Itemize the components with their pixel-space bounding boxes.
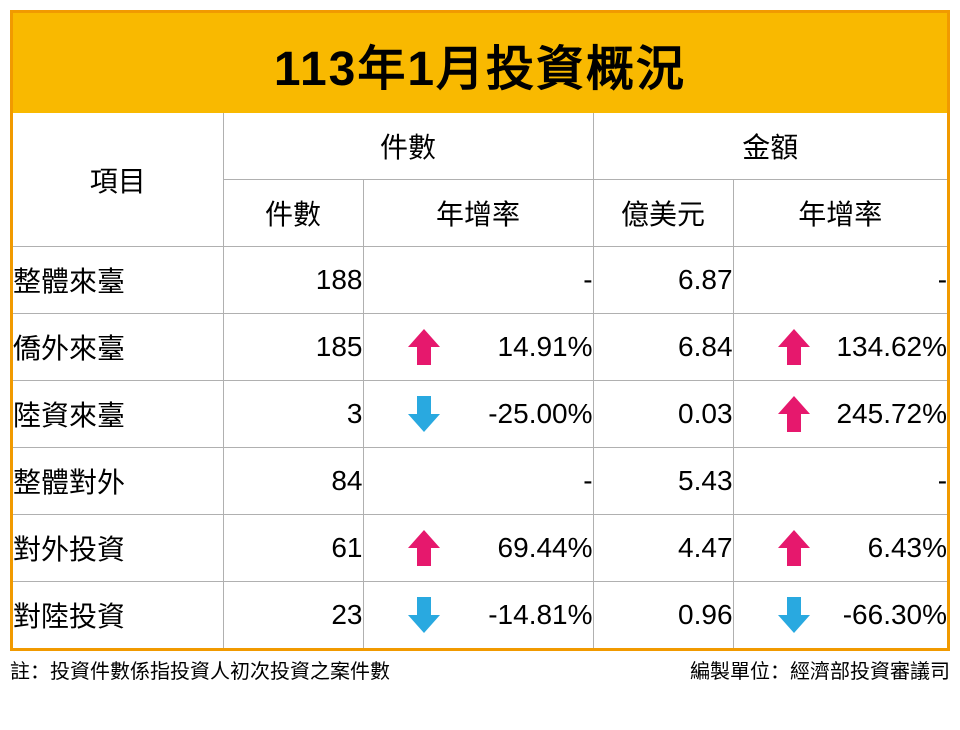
- title-bar: 113年1月投資概況: [13, 13, 947, 113]
- table-row: 對外投資6169.44%4.476.43%: [13, 515, 947, 582]
- row-count: 185: [223, 314, 363, 381]
- table-row: 僑外來臺18514.91%6.84134.62%: [13, 314, 947, 381]
- table-row: 對陸投資23-14.81%0.96-66.30%: [13, 582, 947, 649]
- footer-source: 編製單位：經濟部投資審議司: [690, 655, 950, 684]
- th-count: 件數: [223, 180, 363, 247]
- footer: 註：投資件數係指投資人初次投資之案件數 編製單位：經濟部投資審議司: [10, 655, 950, 684]
- rate-amount: -: [733, 448, 947, 515]
- report-frame: 113年1月投資概況 項目 件數 金額 件數 年增率 億美元 年增率 整體來臺1…: [10, 10, 950, 651]
- arrow-down-icon: [406, 394, 442, 434]
- report-title: 113年1月投資概況: [274, 43, 686, 96]
- row-count: 84: [223, 448, 363, 515]
- arrow-up-icon: [776, 394, 812, 434]
- row-label: 僑外來臺: [13, 314, 223, 381]
- rate-amount: -: [733, 247, 947, 314]
- row-count: 3: [223, 381, 363, 448]
- row-amount: 0.96: [593, 582, 733, 649]
- investment-table: 項目 件數 金額 件數 年增率 億美元 年增率 整體來臺188-6.87-僑外來…: [13, 113, 947, 648]
- rate-amount: 6.43%: [733, 515, 947, 582]
- row-count: 61: [223, 515, 363, 582]
- arrow-up-icon: [776, 528, 812, 568]
- row-amount: 0.03: [593, 381, 733, 448]
- table-row: 整體對外84-5.43-: [13, 448, 947, 515]
- row-label: 整體來臺: [13, 247, 223, 314]
- th-amount-group: 金額: [593, 113, 947, 180]
- th-count-group: 件數: [223, 113, 593, 180]
- table-row: 陸資來臺3-25.00%0.03245.72%: [13, 381, 947, 448]
- rate-amount: 245.72%: [733, 381, 947, 448]
- arrow-up-icon: [406, 327, 442, 367]
- row-amount: 6.84: [593, 314, 733, 381]
- th-count-rate: 年增率: [363, 180, 593, 247]
- rate-count: 14.91%: [363, 314, 593, 381]
- row-amount: 5.43: [593, 448, 733, 515]
- th-item: 項目: [13, 113, 223, 247]
- th-amount: 億美元: [593, 180, 733, 247]
- rate-count: -: [363, 448, 593, 515]
- footer-note: 註：投資件數係指投資人初次投資之案件數: [10, 655, 390, 684]
- rate-count: 69.44%: [363, 515, 593, 582]
- rate-count: -14.81%: [363, 582, 593, 649]
- row-count: 23: [223, 582, 363, 649]
- arrow-down-icon: [406, 595, 442, 635]
- rate-count: -: [363, 247, 593, 314]
- rate-amount: -66.30%: [733, 582, 947, 649]
- arrow-down-icon: [776, 595, 812, 635]
- row-amount: 6.87: [593, 247, 733, 314]
- row-amount: 4.47: [593, 515, 733, 582]
- arrow-up-icon: [406, 528, 442, 568]
- row-label: 陸資來臺: [13, 381, 223, 448]
- row-label: 對陸投資: [13, 582, 223, 649]
- table-row: 整體來臺188-6.87-: [13, 247, 947, 314]
- rate-amount: 134.62%: [733, 314, 947, 381]
- rate-count: -25.00%: [363, 381, 593, 448]
- row-label: 對外投資: [13, 515, 223, 582]
- row-count: 188: [223, 247, 363, 314]
- arrow-up-icon: [776, 327, 812, 367]
- th-amount-rate: 年增率: [733, 180, 947, 247]
- row-label: 整體對外: [13, 448, 223, 515]
